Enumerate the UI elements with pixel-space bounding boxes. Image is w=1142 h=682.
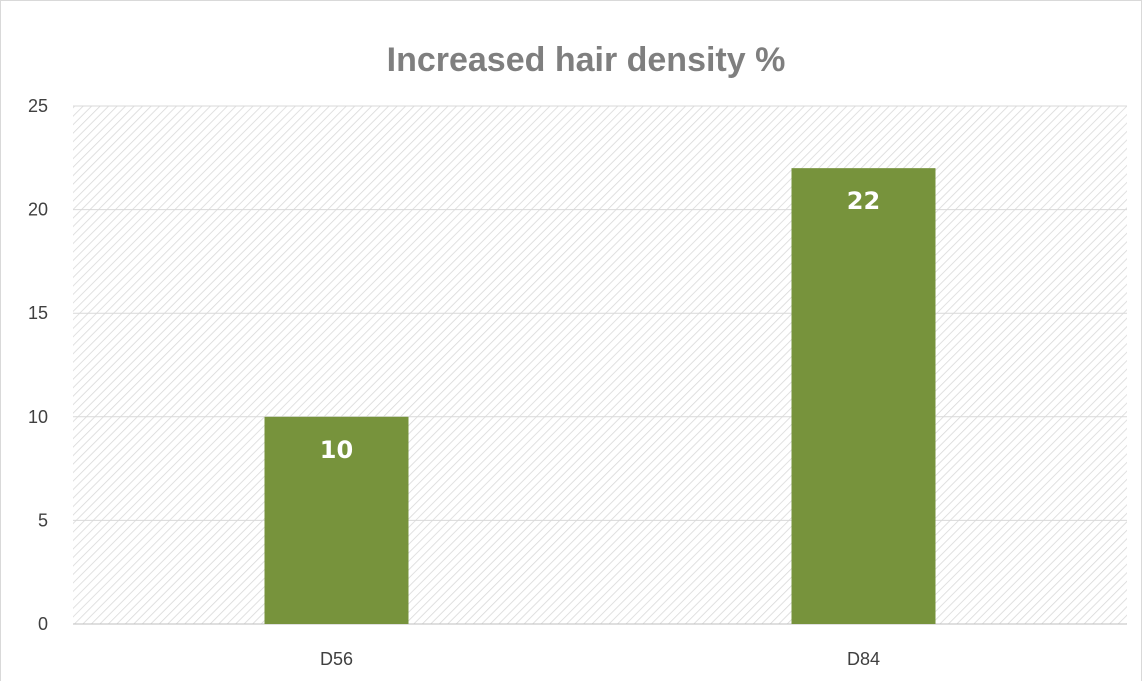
bar-d84 (791, 168, 936, 624)
grid-lines (73, 105, 1127, 625)
y-axis-ticks: 0 5 10 15 20 25 (28, 96, 48, 634)
y-tick-label: 0 (38, 614, 48, 634)
y-tick-label: 20 (28, 200, 48, 220)
data-label: 22 (847, 187, 880, 215)
y-tick-label: 25 (28, 96, 48, 116)
bar-d56 (264, 416, 409, 624)
plot-area (73, 106, 1127, 624)
x-tick-label: D84 (847, 649, 880, 669)
y-tick-label: 10 (28, 407, 48, 427)
bars: 10 22 (264, 168, 936, 624)
y-tick-label: 15 (28, 303, 48, 323)
x-axis-ticks: D56 D84 (320, 649, 880, 669)
x-tick-label: D56 (320, 649, 353, 669)
chart-title: Increased hair density % (387, 41, 786, 79)
data-label: 10 (320, 436, 353, 464)
y-tick-label: 5 (38, 510, 48, 530)
